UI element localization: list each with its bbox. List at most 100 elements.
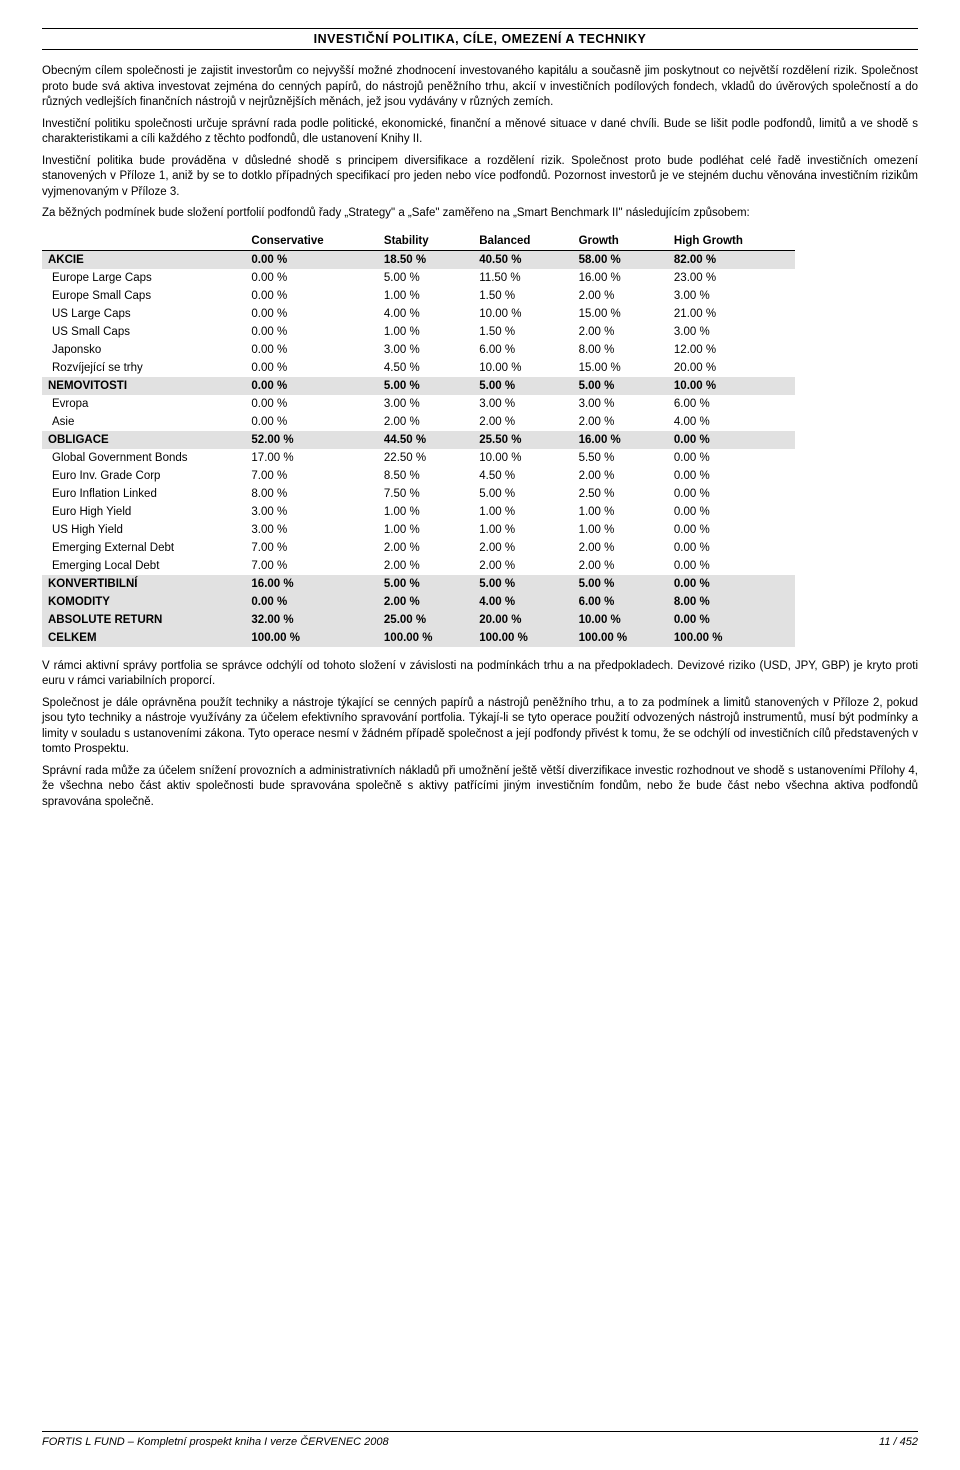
cell-value: 0.00 % xyxy=(668,431,795,449)
row-label: KOMODITY xyxy=(42,593,245,611)
cell-value: 2.50 % xyxy=(573,485,668,503)
cell-value: 7.00 % xyxy=(245,557,378,575)
row-label: Emerging External Debt xyxy=(42,539,245,557)
table-row: Emerging External Debt7.00 %2.00 %2.00 %… xyxy=(42,539,795,557)
cell-value: 82.00 % xyxy=(668,250,795,269)
cell-value: 3.00 % xyxy=(573,395,668,413)
cell-value: 0.00 % xyxy=(668,557,795,575)
cell-value: 4.00 % xyxy=(473,593,572,611)
row-label: Rozvíjející se trhy xyxy=(42,359,245,377)
row-label: OBLIGACE xyxy=(42,431,245,449)
cell-value: 3.00 % xyxy=(245,503,378,521)
row-label: Euro Inv. Grade Corp xyxy=(42,467,245,485)
cell-value: 18.50 % xyxy=(378,250,473,269)
table-row: KONVERTIBILNÍ16.00 %5.00 %5.00 %5.00 %0.… xyxy=(42,575,795,593)
row-label: KONVERTIBILNÍ xyxy=(42,575,245,593)
footer-right: 11 / 452 xyxy=(879,1436,918,1448)
cell-value: 15.00 % xyxy=(573,305,668,323)
cell-value: 5.00 % xyxy=(473,575,572,593)
cell-value: 6.00 % xyxy=(573,593,668,611)
cell-value: 0.00 % xyxy=(668,449,795,467)
table-row: CELKEM100.00 %100.00 %100.00 %100.00 %10… xyxy=(42,629,795,647)
cell-value: 1.00 % xyxy=(378,287,473,305)
cell-value: 1.00 % xyxy=(378,521,473,539)
cell-value: 0.00 % xyxy=(245,305,378,323)
row-label: CELKEM xyxy=(42,629,245,647)
cell-value: 1.00 % xyxy=(573,521,668,539)
cell-value: 100.00 % xyxy=(668,629,795,647)
paragraph: Investiční politika bude prováděna v důs… xyxy=(42,154,918,201)
table-row: Euro Inflation Linked8.00 %7.50 %5.00 %2… xyxy=(42,485,795,503)
cell-value: 3.00 % xyxy=(378,395,473,413)
cell-value: 5.00 % xyxy=(473,377,572,395)
cell-value: 8.00 % xyxy=(668,593,795,611)
cell-value: 3.00 % xyxy=(668,323,795,341)
cell-value: 0.00 % xyxy=(668,539,795,557)
table-row: OBLIGACE52.00 %44.50 %25.50 %16.00 %0.00… xyxy=(42,431,795,449)
paragraph: Za běžných podmínek bude složení portfol… xyxy=(42,206,918,222)
row-label: ABSOLUTE RETURN xyxy=(42,611,245,629)
cell-value: 1.00 % xyxy=(573,503,668,521)
column-header: Balanced xyxy=(473,232,572,251)
cell-value: 1.00 % xyxy=(378,323,473,341)
cell-value: 2.00 % xyxy=(573,539,668,557)
cell-value: 0.00 % xyxy=(668,467,795,485)
cell-value: 5.00 % xyxy=(378,377,473,395)
row-label: US High Yield xyxy=(42,521,245,539)
cell-value: 32.00 % xyxy=(245,611,378,629)
cell-value: 0.00 % xyxy=(245,287,378,305)
paragraph: Správní rada může za účelem snížení prov… xyxy=(42,764,918,811)
cell-value: 8.00 % xyxy=(573,341,668,359)
cell-value: 12.00 % xyxy=(668,341,795,359)
allocation-table: ConservativeStabilityBalancedGrowthHigh … xyxy=(42,232,795,647)
cell-value: 1.00 % xyxy=(378,503,473,521)
cell-value: 22.50 % xyxy=(378,449,473,467)
cell-value: 2.00 % xyxy=(473,413,572,431)
paragraph: Společnost je dále oprávněna použít tech… xyxy=(42,696,918,758)
cell-value: 52.00 % xyxy=(245,431,378,449)
cell-value: 7.00 % xyxy=(245,467,378,485)
cell-value: 5.00 % xyxy=(378,269,473,287)
table-row: Euro Inv. Grade Corp7.00 %8.50 %4.50 %2.… xyxy=(42,467,795,485)
row-label: NEMOVITOSTI xyxy=(42,377,245,395)
cell-value: 21.00 % xyxy=(668,305,795,323)
row-label: Euro High Yield xyxy=(42,503,245,521)
cell-value: 0.00 % xyxy=(668,485,795,503)
cell-value: 4.00 % xyxy=(378,305,473,323)
cell-value: 3.00 % xyxy=(473,395,572,413)
column-header: Conservative xyxy=(245,232,378,251)
row-label: Europe Small Caps xyxy=(42,287,245,305)
cell-value: 44.50 % xyxy=(378,431,473,449)
row-label: Japonsko xyxy=(42,341,245,359)
column-header: High Growth xyxy=(668,232,795,251)
cell-value: 2.00 % xyxy=(378,557,473,575)
cell-value: 2.00 % xyxy=(573,413,668,431)
cell-value: 10.00 % xyxy=(473,449,572,467)
cell-value: 0.00 % xyxy=(245,395,378,413)
cell-value: 2.00 % xyxy=(473,539,572,557)
cell-value: 2.00 % xyxy=(573,287,668,305)
cell-value: 5.00 % xyxy=(573,377,668,395)
cell-value: 17.00 % xyxy=(245,449,378,467)
table-row: Europe Small Caps0.00 %1.00 %1.50 %2.00 … xyxy=(42,287,795,305)
row-label: Asie xyxy=(42,413,245,431)
cell-value: 100.00 % xyxy=(473,629,572,647)
table-row: Europe Large Caps0.00 %5.00 %11.50 %16.0… xyxy=(42,269,795,287)
cell-value: 2.00 % xyxy=(378,593,473,611)
cell-value: 40.50 % xyxy=(473,250,572,269)
table-row: NEMOVITOSTI0.00 %5.00 %5.00 %5.00 %10.00… xyxy=(42,377,795,395)
cell-value: 11.50 % xyxy=(473,269,572,287)
cell-value: 16.00 % xyxy=(573,269,668,287)
cell-value: 0.00 % xyxy=(245,593,378,611)
cell-value: 4.50 % xyxy=(378,359,473,377)
cell-value: 5.00 % xyxy=(573,575,668,593)
cell-value: 0.00 % xyxy=(668,503,795,521)
cell-value: 100.00 % xyxy=(573,629,668,647)
cell-value: 25.00 % xyxy=(378,611,473,629)
row-label: US Large Caps xyxy=(42,305,245,323)
cell-value: 6.00 % xyxy=(668,395,795,413)
page-footer: FORTIS L FUND – Kompletní prospekt kniha… xyxy=(42,1431,918,1448)
table-row: Japonsko0.00 %3.00 %6.00 %8.00 %12.00 % xyxy=(42,341,795,359)
cell-value: 2.00 % xyxy=(378,539,473,557)
cell-value: 0.00 % xyxy=(668,521,795,539)
